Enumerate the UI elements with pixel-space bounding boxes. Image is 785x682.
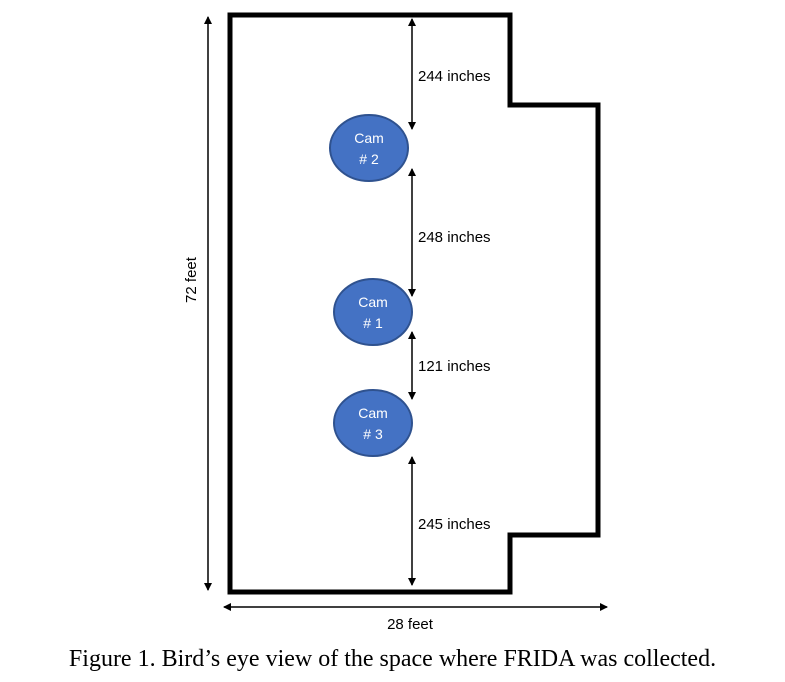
room-outline [227,12,601,595]
camera-1-label-line1: Cam [358,294,388,310]
camera-2-circle [329,114,409,182]
camera-1-circle [333,278,413,346]
figure-caption: Figure 1. Bird’s eye view of the space w… [68,646,717,672]
camera-2-marker: Cam # 2 [329,114,409,182]
distance-label-cam1-cam3: 121 inches [418,358,491,375]
camera-3-label-line2: # 3 [363,426,383,442]
camera-1-label-line2: # 1 [363,315,383,331]
camera-2-label-line1: Cam [354,130,384,146]
width-dimension-label: 28 feet [387,616,434,633]
camera-3-label-line1: Cam [358,405,388,421]
camera-1-marker: Cam # 1 [333,278,413,346]
camera-3-marker: Cam # 3 [333,389,413,457]
camera-3-circle [333,389,413,457]
camera-2-label-line2: # 2 [359,151,379,167]
distance-label-top: 244 inches [418,68,491,85]
height-dimension-label: 72 feet [183,256,200,303]
distance-label-cam2-cam1: 248 inches [418,229,491,246]
distance-label-bottom: 245 inches [418,516,491,533]
